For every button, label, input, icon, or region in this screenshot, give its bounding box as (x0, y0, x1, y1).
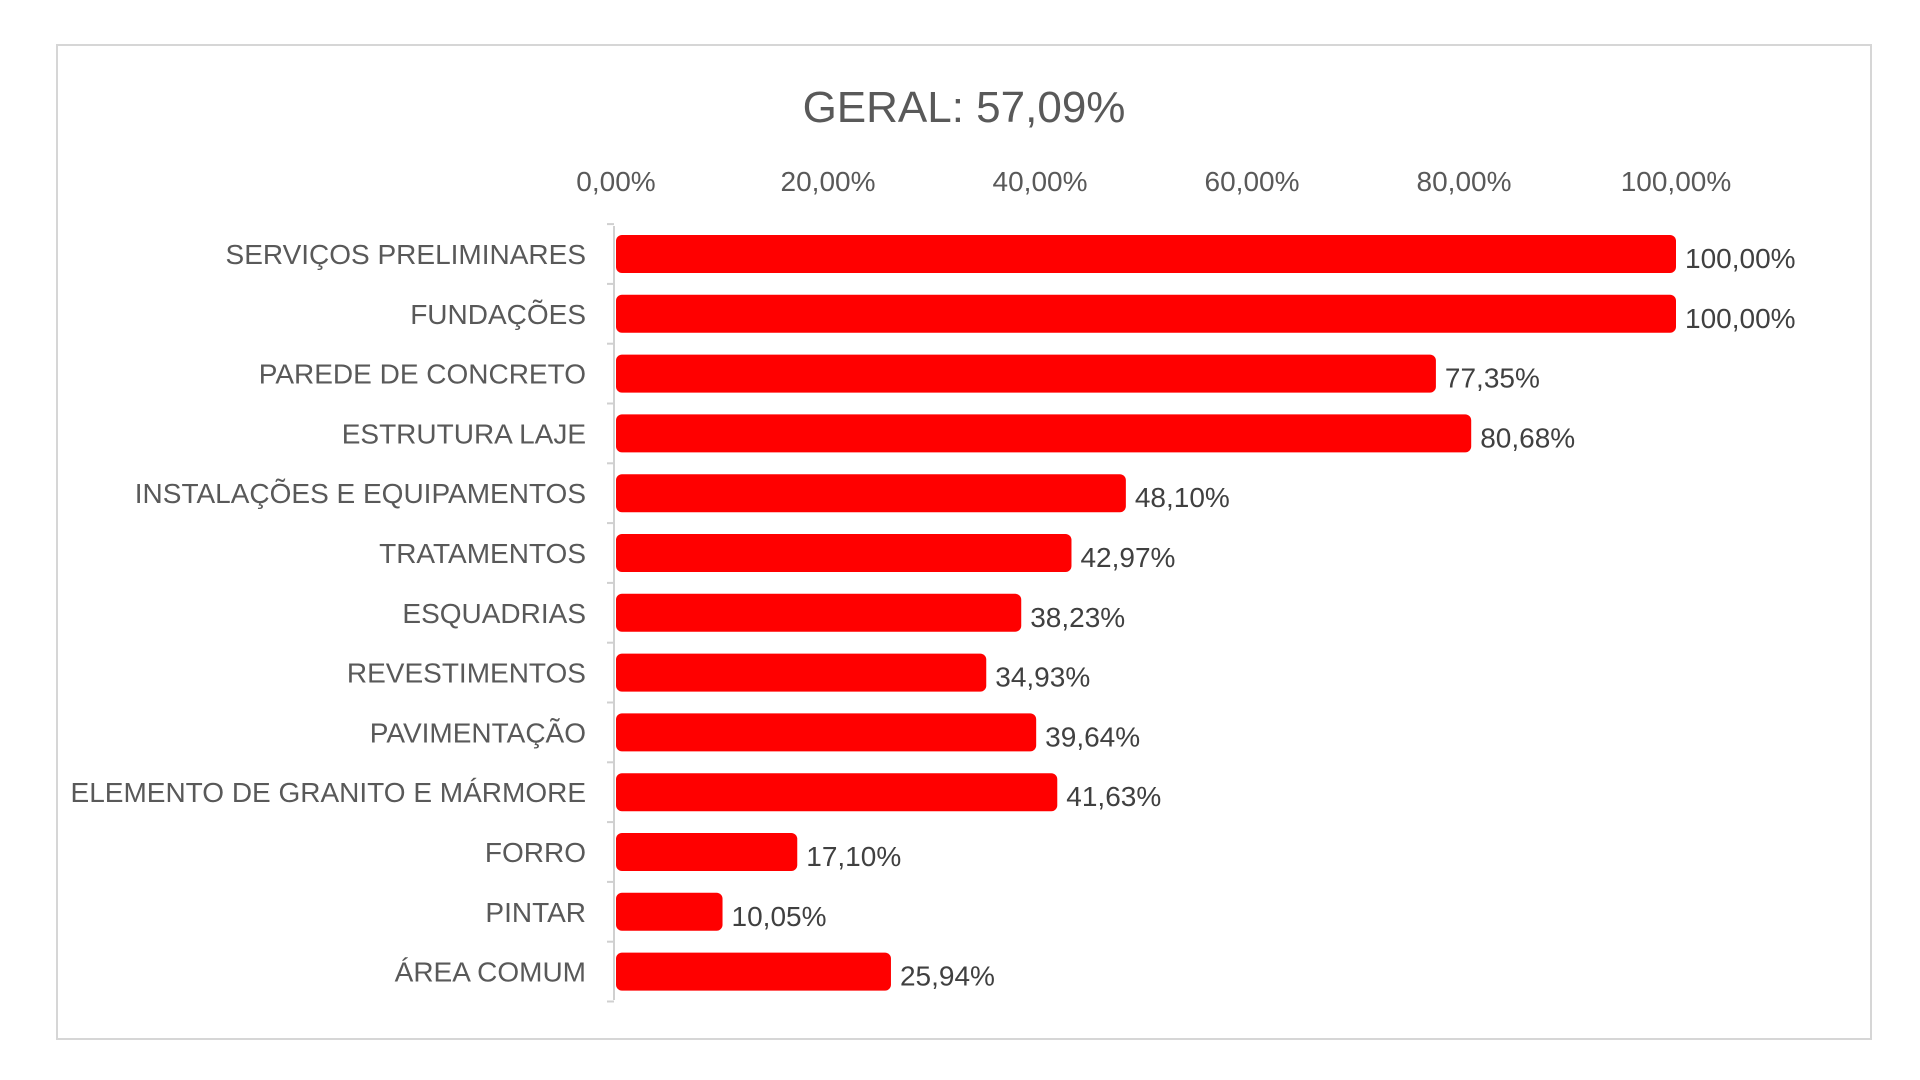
x-tick-label: 20,00% (781, 166, 876, 197)
category-label: FUNDAÇÕES (410, 299, 586, 330)
category-labels: SERVIÇOS PRELIMINARES FUNDAÇÕES PAREDE DE … (71, 239, 586, 988)
category-label: FORRO (485, 837, 586, 868)
data-label: 38,23% (1030, 602, 1125, 633)
data-label: 39,64% (1045, 721, 1140, 752)
bar (616, 773, 1058, 812)
data-label: 77,35% (1445, 363, 1540, 394)
category-label: PINTAR (485, 897, 586, 928)
x-axis-ticks: 0,00% 20,00% 40,00% 60,00% 80,00% 100,00% (576, 166, 1731, 197)
data-label: 42,97% (1080, 542, 1175, 573)
data-label: 100,00% (1685, 303, 1796, 334)
bar (616, 892, 723, 931)
bar (616, 833, 798, 871)
data-label: 17,10% (806, 841, 901, 872)
bar (616, 653, 987, 692)
bar (616, 593, 1022, 632)
bar (616, 354, 1436, 393)
x-tick-label: 100,00% (1621, 166, 1732, 197)
y-axis-tick-marks (607, 223, 614, 1003)
x-tick-label: 80,00% (1417, 166, 1512, 197)
category-label: ÁREA COMUM (395, 957, 586, 988)
data-label: 25,94% (900, 961, 995, 992)
data-label: 34,93% (995, 662, 1090, 693)
bar (616, 414, 1472, 453)
data-label: 10,05% (732, 901, 827, 932)
category-label: PAVIMENTAÇÃO (370, 717, 586, 748)
category-label: INSTALAÇÕES E EQUIPAMENTOS (135, 478, 586, 509)
x-tick-label: 40,00% (993, 166, 1088, 197)
category-label: PAREDE DE CONCRETO (259, 359, 586, 390)
x-tick-label: 0,00% (576, 166, 655, 197)
bars-group (616, 235, 1676, 991)
bar (616, 474, 1126, 513)
x-tick-label: 60,00% (1205, 166, 1300, 197)
data-label: 48,10% (1135, 482, 1230, 513)
bar (616, 713, 1037, 752)
bar (616, 534, 1072, 572)
category-label: TRATAMENTOS (379, 538, 586, 569)
bar (616, 952, 891, 991)
data-label: 80,68% (1480, 422, 1575, 453)
bar (616, 294, 1676, 333)
data-label: 41,63% (1066, 781, 1161, 812)
category-label: ESQUADRIAS (402, 598, 586, 629)
data-label: 100,00% (1685, 243, 1796, 274)
data-labels: 100,00% 100,00% 77,35% 80,68% 48,10% 42,97% 38… (732, 243, 1796, 992)
category-label: ELEMENTO DE GRANITO E MÁRMORE (71, 777, 586, 808)
category-label: REVESTIMENTOS (347, 658, 586, 689)
category-label: SERVIÇOS PRELIMINARES (226, 239, 586, 270)
bar (616, 235, 1676, 273)
chart-title: GERAL: 57,09% (803, 83, 1126, 132)
category-label: ESTRUTURA LAJE (342, 418, 586, 449)
